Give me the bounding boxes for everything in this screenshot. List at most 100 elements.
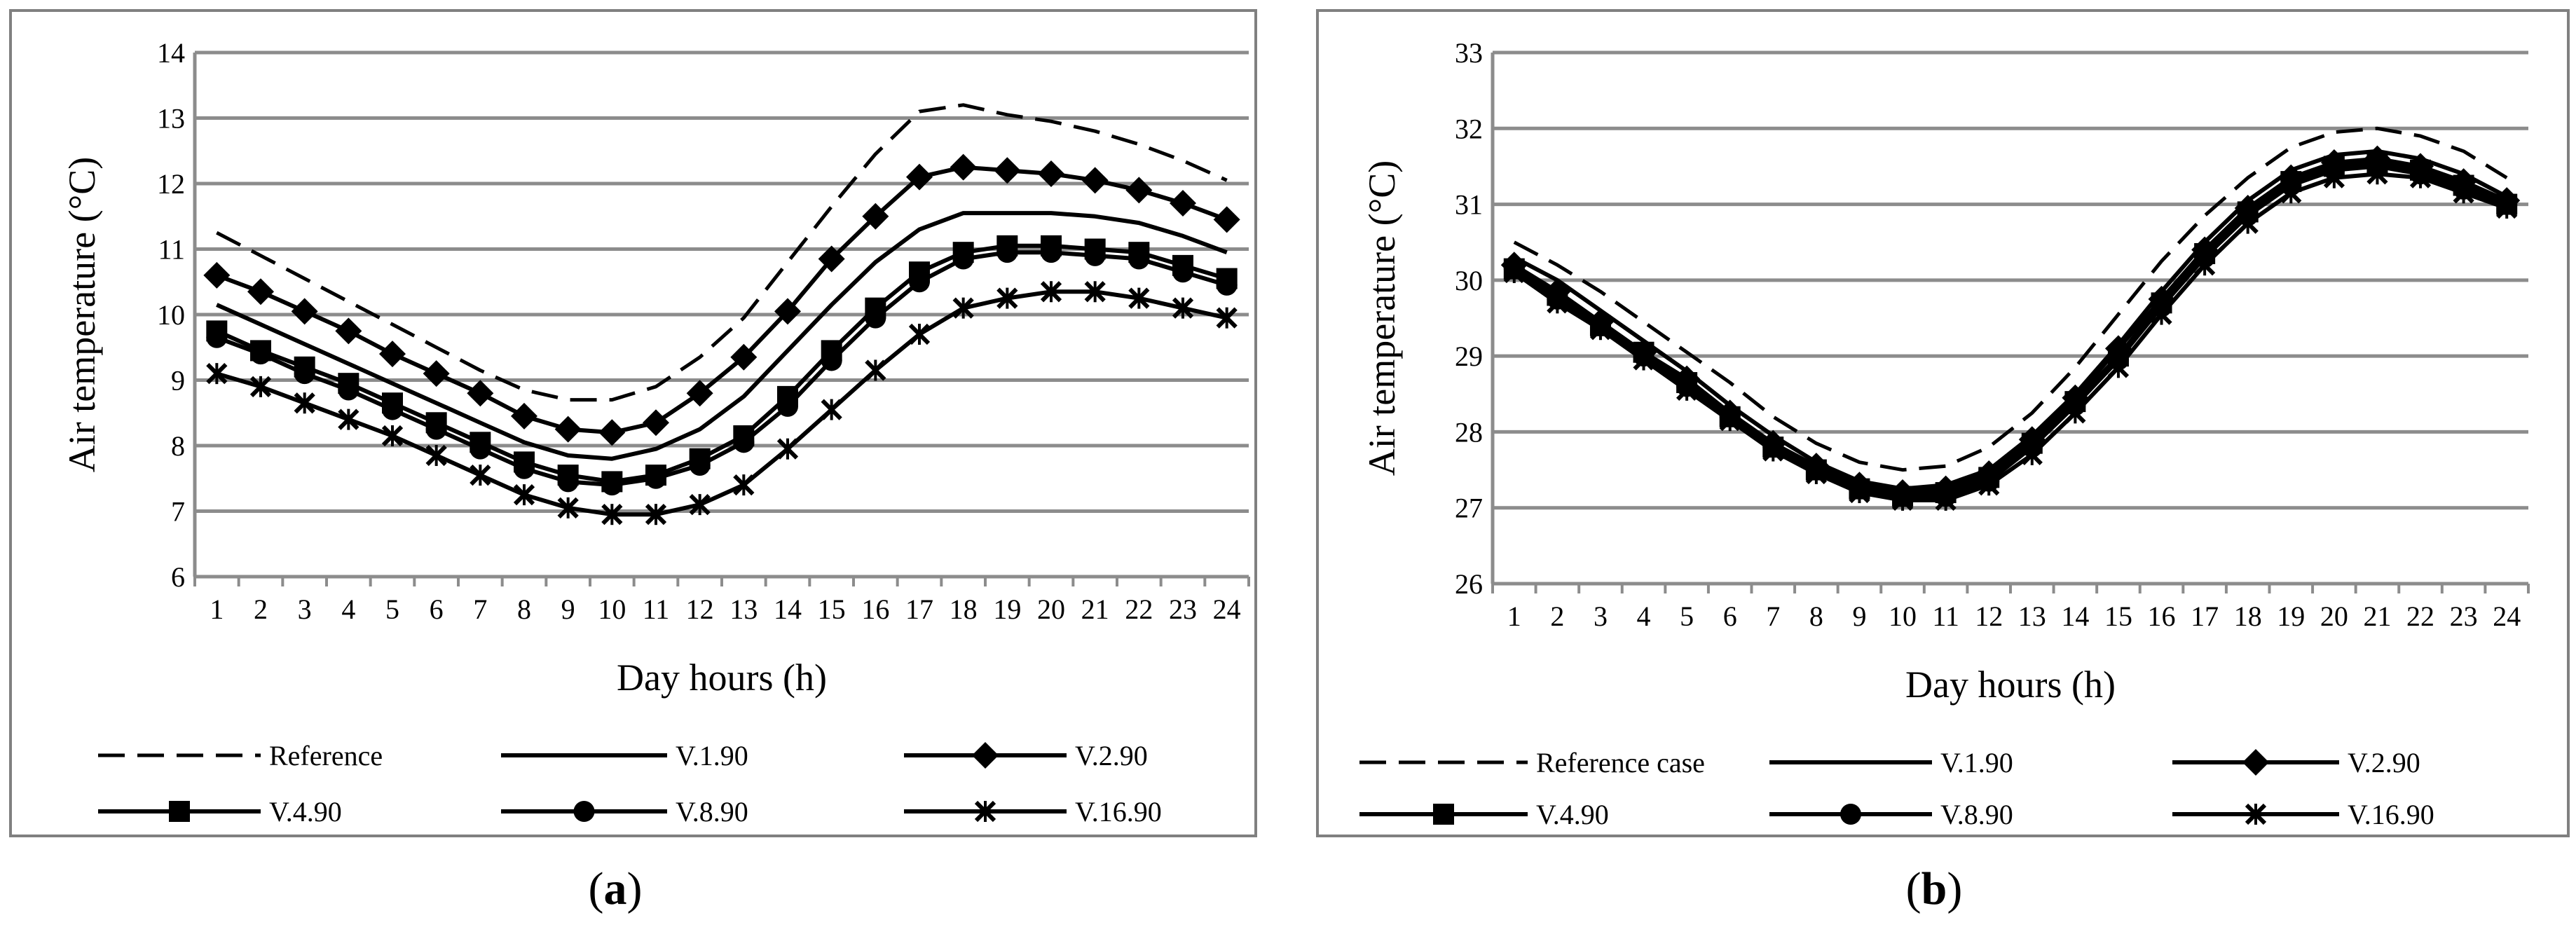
legend-marker — [169, 801, 190, 822]
x-tick-label: 12 — [686, 593, 714, 625]
data-point-v-16-90 — [381, 425, 404, 447]
x-tick-label: 21 — [1081, 593, 1109, 625]
data-point-v-16-90 — [2453, 182, 2474, 204]
data-point-v-16-90 — [952, 297, 974, 319]
x-tick-label: 11 — [643, 593, 670, 625]
x-tick-label: 11 — [1932, 600, 1959, 632]
series-reference — [216, 103, 1228, 402]
legend-item-v-8-90: V.8.90 — [1769, 799, 2013, 830]
x-tick-label: 20 — [2320, 600, 2348, 632]
x-tick-label: 18 — [950, 593, 978, 625]
legend-marker — [2242, 749, 2269, 776]
data-point-v-8-90 — [996, 242, 1018, 263]
data-point-v-16-90 — [294, 392, 315, 414]
x-tick-label: 17 — [2191, 600, 2219, 632]
legend-item-reference-case: Reference case — [1359, 747, 1705, 778]
legend-item-v-4-90: V.4.90 — [98, 796, 342, 828]
y-tick-label: 8 — [171, 430, 185, 462]
legend-item-v-2-90: V.2.90 — [2172, 747, 2420, 778]
data-point-v-8-90 — [1216, 274, 1238, 296]
x-tick-label: 10 — [598, 593, 626, 625]
data-point-v-16-90 — [1762, 440, 1784, 462]
data-point-v-16-90 — [1216, 307, 1238, 329]
data-point-v-8-90 — [557, 471, 579, 493]
data-point-v-16-90 — [776, 438, 799, 460]
data-point-v-2-90 — [379, 341, 406, 368]
data-point-v-2-90 — [774, 298, 801, 325]
y-tick-label: 33 — [1455, 37, 1483, 69]
x-tick-label: 18 — [2234, 600, 2262, 632]
x-tick-label: 20 — [1037, 593, 1065, 625]
data-point-v-2-90 — [291, 298, 318, 325]
legend-marker — [1433, 804, 1454, 825]
series-v-8-90 — [206, 242, 1238, 496]
data-point-v-8-90 — [952, 248, 974, 270]
x-tick-label: 24 — [1213, 593, 1241, 625]
series-line-v-16-90 — [216, 289, 1228, 517]
data-point-v-16-90 — [2280, 182, 2302, 204]
data-point-v-16-90 — [1172, 297, 1194, 319]
legend-label: V.1.90 — [1940, 747, 2013, 778]
data-point-v-8-90 — [206, 327, 228, 348]
series-line-reference — [216, 103, 1228, 402]
data-point-v-8-90 — [689, 455, 711, 476]
x-tick-label: 7 — [473, 593, 487, 625]
legend-item-reference: Reference — [98, 740, 383, 771]
x-tick-label: 13 — [729, 593, 758, 625]
x-tick-label: 1 — [1507, 600, 1521, 632]
data-point-v-8-90 — [601, 474, 623, 496]
data-point-v-2-90 — [203, 261, 231, 289]
series-v-1-90 — [1513, 149, 2508, 491]
y-tick-label: 26 — [1455, 568, 1483, 600]
data-point-v-2-90 — [862, 202, 889, 230]
data-point-v-8-90 — [425, 418, 447, 440]
x-tick-label: 23 — [1169, 593, 1197, 625]
x-tick-label: 15 — [2104, 600, 2132, 632]
x-tick-label: 8 — [517, 593, 531, 625]
legend-item-v-2-90: V.2.90 — [904, 740, 1148, 771]
data-point-v-2-90 — [643, 409, 669, 437]
data-point-v-16-90 — [1040, 281, 1062, 303]
x-axis-title: Day hours (h) — [617, 657, 827, 699]
data-point-v-16-90 — [1084, 281, 1106, 303]
y-tick-label: 6 — [171, 561, 185, 593]
data-point-v-8-90 — [1128, 248, 1150, 270]
y-tick-label: 14 — [157, 37, 185, 69]
legend-label: V.8.90 — [1940, 799, 2013, 830]
data-point-v-16-90 — [249, 376, 272, 397]
x-axis-title: Day hours (h) — [1905, 664, 2116, 706]
x-tick-label: 19 — [993, 593, 1021, 625]
series-reference-case — [1513, 126, 2508, 472]
legend-label: V.16.90 — [2348, 799, 2434, 830]
legend-marker — [573, 801, 595, 822]
data-point-v-16-90 — [338, 408, 359, 430]
x-tick-label: 1 — [210, 593, 224, 625]
x-tick-label: 22 — [2406, 600, 2434, 632]
legend-marker — [974, 800, 996, 823]
data-point-v-8-90 — [338, 379, 359, 401]
data-point-v-2-90 — [1213, 206, 1240, 233]
data-point-v-8-90 — [1041, 242, 1062, 263]
legend-label: V.2.90 — [1075, 740, 1148, 771]
y-tick-label: 12 — [157, 168, 185, 200]
panel-caption: (a) — [589, 863, 643, 914]
data-point-v-16-90 — [1935, 489, 1957, 511]
y-tick-label: 28 — [1455, 416, 1483, 448]
legend-marker — [972, 742, 999, 769]
panel-caption: (b) — [1906, 863, 1963, 914]
data-point-v-2-90 — [467, 380, 494, 407]
legend-label: V.1.90 — [676, 740, 748, 771]
series-v-16-90 — [206, 281, 1238, 526]
x-tick-label: 4 — [1637, 600, 1651, 632]
x-tick-label: 23 — [2450, 600, 2478, 632]
data-point-v-8-90 — [777, 395, 798, 417]
data-point-v-16-90 — [2496, 197, 2518, 219]
x-tick-label: 19 — [2277, 600, 2305, 632]
data-point-v-16-90 — [1547, 292, 1568, 314]
data-point-v-16-90 — [1805, 462, 1827, 485]
data-point-v-8-90 — [1172, 261, 1193, 283]
data-point-v-2-90 — [423, 360, 450, 387]
